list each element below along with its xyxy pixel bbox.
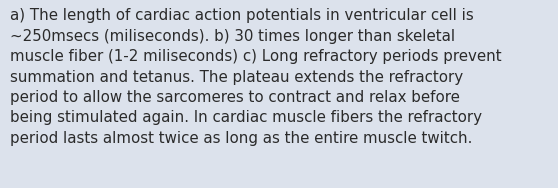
Text: a) The length of cardiac action potentials in ventricular cell is
~250msecs (mil: a) The length of cardiac action potentia… — [10, 8, 502, 146]
